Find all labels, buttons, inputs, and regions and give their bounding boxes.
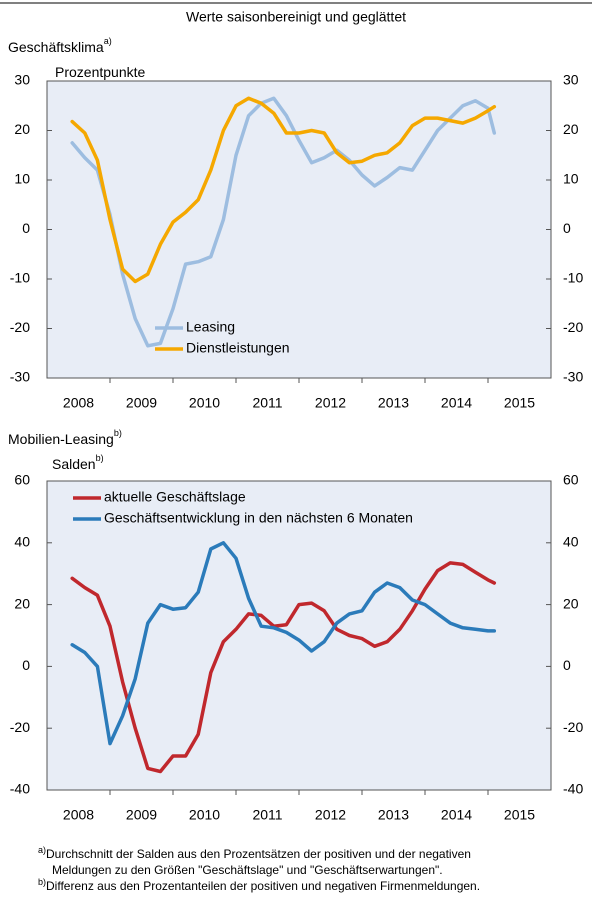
legend-label: Geschäftsentwicklung in den nächsten 6 M… (104, 510, 413, 526)
series-line (70, 96, 497, 284)
chart-title-text: Mobilien-Leasing (8, 431, 114, 447)
plot-area (46, 80, 552, 379)
footnote-text: Differenz aus den Prozentanteilen der po… (46, 879, 480, 893)
y-tick-label: 0 (22, 657, 30, 673)
x-tick-label: 2012 (315, 395, 346, 411)
x-tick-label: 2011 (252, 395, 282, 411)
x-tick-label: 2013 (378, 395, 409, 411)
title-note: b) (114, 428, 122, 438)
x-tick-label: 2008 (63, 395, 94, 411)
x-tick-label: 2014 (441, 807, 472, 823)
chart-subtitle: Saldenb) (52, 453, 104, 471)
subtitle-text: Prozentpunkte (55, 64, 145, 80)
x-tick-label: 2011 (252, 807, 282, 823)
x-tick-label: 2015 (504, 395, 535, 411)
y-tick-label: -20 (10, 319, 30, 335)
y-tick-label: 60 (14, 472, 30, 488)
x-tick-label: 2009 (126, 395, 157, 411)
x-tick-label: 2009 (126, 807, 157, 823)
y-tick-label-right: 0 (563, 657, 571, 673)
y-tick-label: 20 (14, 121, 30, 137)
y-tick-label: -40 (10, 781, 30, 797)
y-tick-label: -10 (10, 270, 30, 286)
series-line (70, 96, 497, 348)
y-tick-label-right: 20 (563, 121, 579, 137)
legend-label: Dienstleistungen (186, 340, 290, 356)
chart-subtitle: Prozentpunkte (55, 64, 145, 80)
footnote: b)Differenz aus den Prozentanteilen der … (38, 877, 480, 893)
title-note: a) (104, 36, 112, 46)
y-tick-label-right: -30 (563, 369, 583, 385)
chart-title: Mobilien-Leasingb) (8, 428, 122, 446)
y-tick-label-right: 60 (563, 472, 579, 488)
series-line (70, 561, 497, 774)
x-tick-label: 2010 (189, 807, 220, 823)
x-tick-label: 2010 (189, 395, 220, 411)
x-tick-label: 2008 (63, 807, 94, 823)
y-tick-label-right: 40 (563, 534, 579, 550)
page-title: Werte saisonbereinigt und geglättet (186, 9, 406, 25)
y-tick-label-right: 0 (563, 220, 571, 236)
legend-label: Leasing (186, 319, 235, 335)
subtitle-text: Salden (52, 456, 96, 472)
footnote-marker: a) (38, 845, 46, 855)
y-tick-label-right: -40 (563, 781, 583, 797)
y-tick-label: -30 (10, 369, 30, 385)
y-tick-label: 40 (14, 534, 30, 550)
y-tick-label: 30 (14, 72, 30, 88)
series-line (70, 541, 497, 746)
footnote-text: Durchschnitt der Salden aus den Prozents… (46, 847, 471, 861)
y-tick-label-right: -10 (563, 270, 583, 286)
footnote: a)Durchschnitt der Salden aus den Prozen… (38, 845, 471, 861)
y-tick-label-right: 10 (563, 171, 579, 187)
x-tick-label: 2013 (378, 807, 409, 823)
footnote-text: Meldungen zu den Größen "Geschäftslage" … (52, 863, 443, 877)
chart-title-text: Geschäftsklima (8, 39, 104, 55)
legend-label: aktuelle Geschäftslage (104, 489, 246, 505)
footnote-marker: b) (38, 877, 46, 887)
plot-area (46, 480, 552, 791)
footnote: Meldungen zu den Größen "Geschäftslage" … (52, 863, 443, 877)
chart-title: Geschäftsklimaa) (8, 36, 112, 54)
y-tick-label-right: 30 (563, 72, 579, 88)
y-tick-label-right: -20 (563, 719, 583, 735)
y-tick-label: 0 (22, 220, 30, 236)
subtitle-note: b) (96, 453, 104, 463)
y-tick-label: 10 (14, 171, 30, 187)
y-tick-label-right: 20 (563, 595, 579, 611)
y-tick-label: -20 (10, 719, 30, 735)
x-tick-label: 2015 (504, 807, 535, 823)
y-tick-label-right: -20 (563, 319, 583, 335)
y-tick-label: 20 (14, 595, 30, 611)
x-tick-label: 2014 (441, 395, 472, 411)
x-tick-label: 2012 (315, 807, 346, 823)
